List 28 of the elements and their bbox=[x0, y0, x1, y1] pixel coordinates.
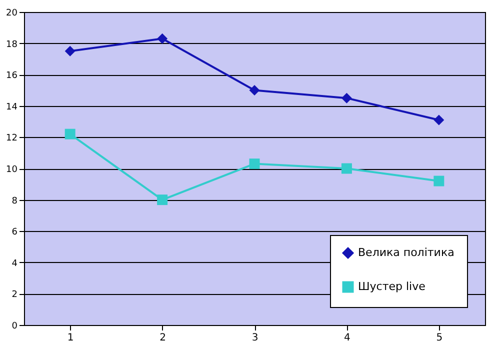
y-tick-label: 12 bbox=[6, 134, 18, 144]
point bbox=[434, 114, 444, 126]
y-tick-label: 16 bbox=[6, 71, 18, 82]
point bbox=[64, 128, 76, 140]
y-tick-label: 18 bbox=[6, 40, 18, 50]
legend-label: Велика політика bbox=[358, 246, 454, 259]
point bbox=[341, 92, 352, 104]
y-tick-label: 6 bbox=[12, 228, 18, 238]
legend-label: Шустер live bbox=[358, 280, 426, 293]
point bbox=[341, 163, 352, 174]
point bbox=[64, 46, 76, 56]
x-tick-label: 2 bbox=[160, 332, 166, 344]
y-tick-label: 2 bbox=[12, 290, 18, 300]
y-tick-label: 0 bbox=[12, 322, 18, 332]
y-tick-label: 20 bbox=[6, 8, 18, 18]
x-tick-label: 1 bbox=[67, 332, 74, 344]
y-tick-label: 14 bbox=[6, 102, 18, 112]
y-tick-label: 10 bbox=[6, 165, 18, 175]
x-tick-label: 4 bbox=[344, 332, 350, 344]
point bbox=[157, 33, 168, 44]
x-tick-label: 5 bbox=[436, 332, 443, 344]
point bbox=[249, 158, 260, 170]
y-tick-label: 4 bbox=[12, 258, 18, 269]
point bbox=[434, 176, 444, 186]
point bbox=[157, 194, 168, 206]
y-tick-label: 8 bbox=[12, 196, 18, 206]
point bbox=[249, 85, 260, 96]
x-tick-label: 3 bbox=[252, 332, 258, 344]
